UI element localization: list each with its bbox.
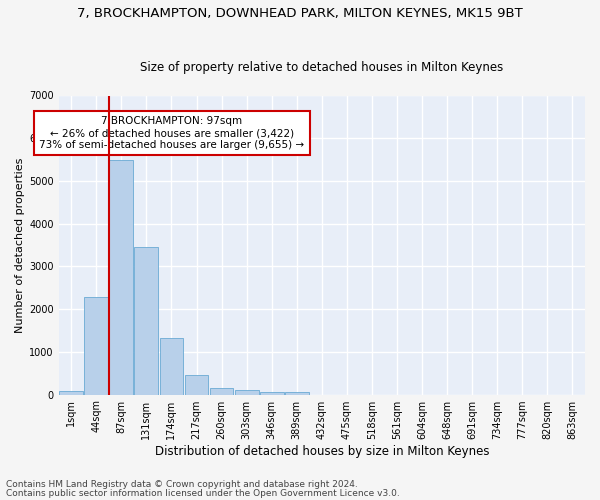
Bar xyxy=(235,390,259,394)
Bar xyxy=(85,297,108,394)
Bar xyxy=(160,338,184,394)
Title: Size of property relative to detached houses in Milton Keynes: Size of property relative to detached ho… xyxy=(140,60,503,74)
Bar xyxy=(185,374,208,394)
Y-axis label: Number of detached properties: Number of detached properties xyxy=(15,158,25,332)
Bar xyxy=(109,160,133,394)
X-axis label: Distribution of detached houses by size in Milton Keynes: Distribution of detached houses by size … xyxy=(155,444,489,458)
Bar xyxy=(285,392,308,394)
Text: 7 BROCKHAMPTON: 97sqm
← 26% of detached houses are smaller (3,422)
73% of semi-d: 7 BROCKHAMPTON: 97sqm ← 26% of detached … xyxy=(39,116,304,150)
Bar xyxy=(209,388,233,394)
Bar xyxy=(260,392,284,394)
Bar xyxy=(59,391,83,394)
Text: Contains HM Land Registry data © Crown copyright and database right 2024.: Contains HM Land Registry data © Crown c… xyxy=(6,480,358,489)
Text: 7, BROCKHAMPTON, DOWNHEAD PARK, MILTON KEYNES, MK15 9BT: 7, BROCKHAMPTON, DOWNHEAD PARK, MILTON K… xyxy=(77,8,523,20)
Bar xyxy=(134,247,158,394)
Text: Contains public sector information licensed under the Open Government Licence v3: Contains public sector information licen… xyxy=(6,488,400,498)
